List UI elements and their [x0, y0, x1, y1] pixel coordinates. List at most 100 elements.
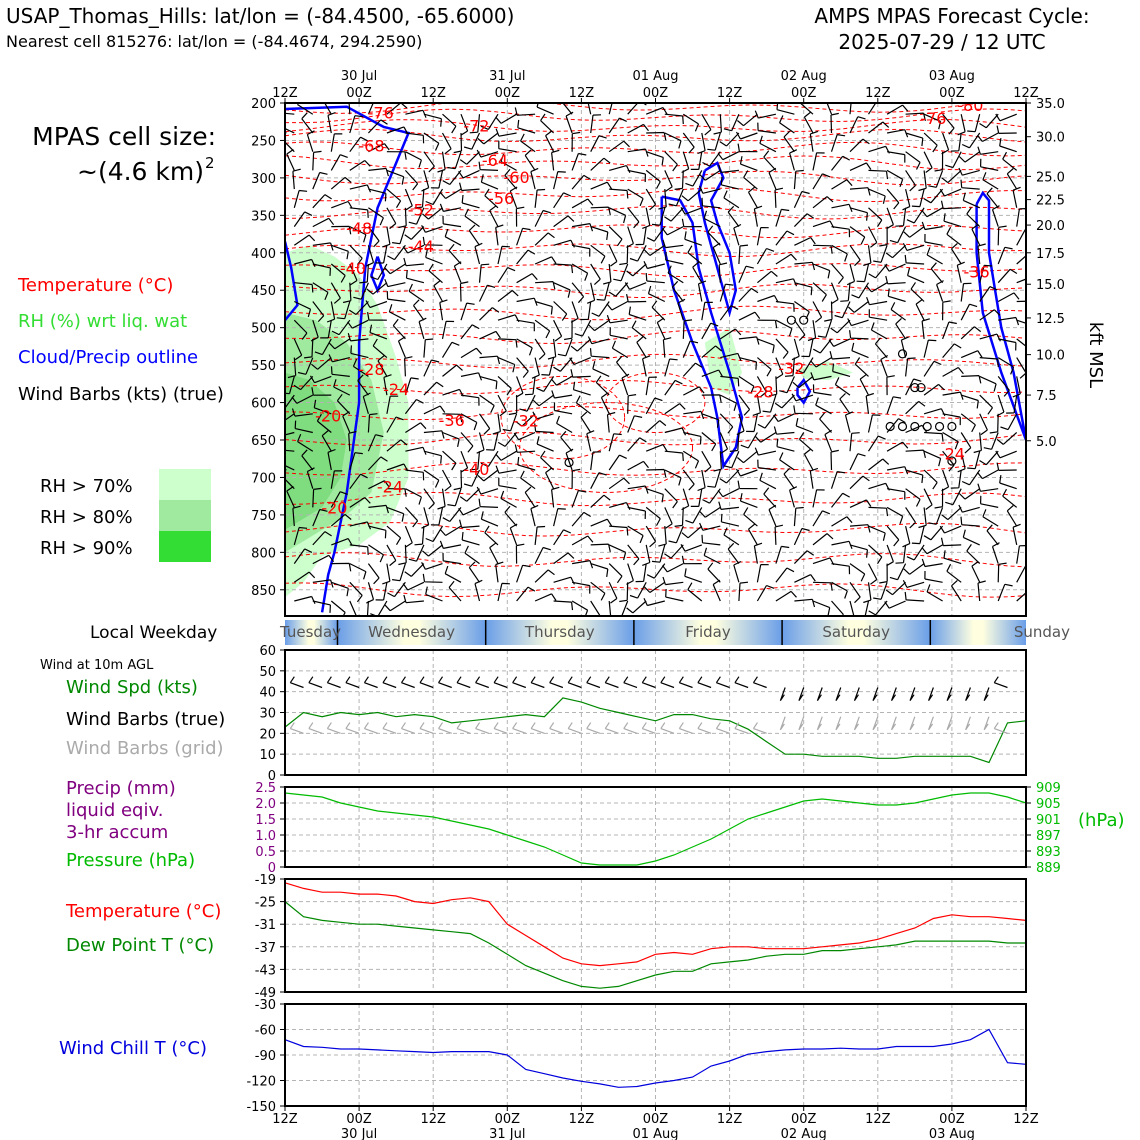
wind-barb [664, 151, 678, 172]
x-tick-label: 12Z [272, 1112, 298, 1127]
wind-barb [867, 563, 878, 585]
wind-barb [309, 375, 332, 384]
wind-barb [571, 468, 581, 489]
wind-barb [422, 207, 443, 220]
wind-barb [333, 379, 351, 396]
wind-barb [884, 263, 906, 272]
wind-barb [442, 215, 462, 228]
wind-barb [480, 450, 499, 467]
wind-barb [590, 114, 602, 134]
wind-barb [997, 268, 1018, 284]
rh-legend-label: RH > 90% [40, 538, 133, 559]
weekday-label: Thursday [524, 623, 595, 641]
y-tick-label: 850 [251, 584, 276, 599]
wind-barb [979, 333, 1001, 342]
wind-barb [367, 563, 380, 585]
rh-swatch [159, 469, 211, 500]
wind-barb [369, 324, 388, 340]
wind-barb [524, 149, 536, 171]
wind-barb-grid [530, 722, 545, 734]
wind-barb [664, 132, 682, 149]
wind-barb [541, 357, 555, 376]
wind-barb [327, 448, 336, 471]
wind-barb-true [946, 687, 953, 702]
wind-barb [631, 320, 647, 340]
y-tick-label: 350 [251, 209, 276, 224]
wind-barb [757, 459, 776, 471]
wind-barb [627, 394, 637, 414]
wind-barb [905, 357, 916, 377]
wind-barb [753, 205, 763, 227]
wind-barb [923, 383, 945, 396]
wind-barb [874, 337, 888, 358]
wind-barb [532, 394, 554, 407]
wind-barb [504, 168, 518, 190]
wind-barb [368, 207, 384, 226]
wind-barb [530, 504, 539, 527]
wind-barb [590, 181, 613, 190]
wind-barb [571, 131, 581, 152]
wind-barb [349, 473, 368, 490]
wind-barb [517, 456, 536, 471]
y-tick-label: -43 [255, 963, 276, 978]
wind-barb [923, 113, 942, 130]
wind-barb [516, 319, 535, 332]
wind-barb [627, 415, 643, 433]
wind-barb [701, 322, 719, 340]
wind-barb [423, 450, 442, 464]
wind-barb [699, 169, 721, 181]
y-right-tick-label: 30.0 [1036, 131, 1065, 146]
wind-barb [560, 430, 573, 452]
wind-barb [829, 351, 851, 360]
contour-label: -24 [383, 380, 409, 399]
wind-barb [635, 226, 647, 246]
wind-barb [425, 249, 443, 265]
wind-barb [572, 223, 594, 232]
temperature-contour [285, 406, 1026, 421]
wind-barb [285, 413, 295, 421]
wind-barb-true [289, 676, 304, 689]
contour-label: -32 [513, 412, 539, 431]
wind-barb [459, 519, 480, 529]
wind-barb [553, 508, 566, 527]
wind-barb [448, 243, 462, 265]
wind-barb [464, 545, 480, 565]
wind-barb [479, 375, 498, 390]
wind-barb [849, 116, 866, 134]
temperature-contour [285, 491, 1026, 507]
wind-barb [408, 207, 425, 225]
wind-barb [939, 188, 962, 197]
wind-barb [812, 600, 831, 616]
wind-barb [382, 226, 391, 248]
wind-barb [849, 103, 852, 115]
cloud-outline [285, 241, 299, 321]
wind-barb [423, 132, 440, 151]
wind-barb-true [660, 676, 675, 689]
wind-barb [608, 245, 618, 267]
wind-barb [950, 469, 962, 489]
wind-barb [911, 525, 925, 545]
wind-barb [961, 375, 982, 384]
wind-barb [977, 580, 986, 602]
wind-barb [936, 280, 944, 302]
wind-barb [553, 301, 568, 321]
wind-barb [831, 226, 851, 238]
wind-barb [775, 208, 790, 227]
wind-barb [606, 315, 628, 324]
wind-barb [365, 300, 388, 309]
wind-barb-true [512, 676, 527, 689]
wind-barb [312, 282, 329, 301]
wind-barb-true [993, 676, 1008, 689]
wind-barb [384, 263, 406, 275]
wind-barb [386, 169, 405, 185]
wind-barb [918, 170, 927, 192]
wind-barb [437, 488, 446, 510]
wind-barb [291, 394, 314, 404]
wind-barb [768, 504, 777, 527]
wind-barb [982, 509, 999, 527]
wind-barb [1016, 255, 1026, 265]
wind-barb [366, 282, 388, 295]
wind-barb [478, 161, 499, 171]
wind-barbs-true-label: Wind Barbs (true) [66, 709, 225, 730]
wind-barb [626, 263, 647, 277]
